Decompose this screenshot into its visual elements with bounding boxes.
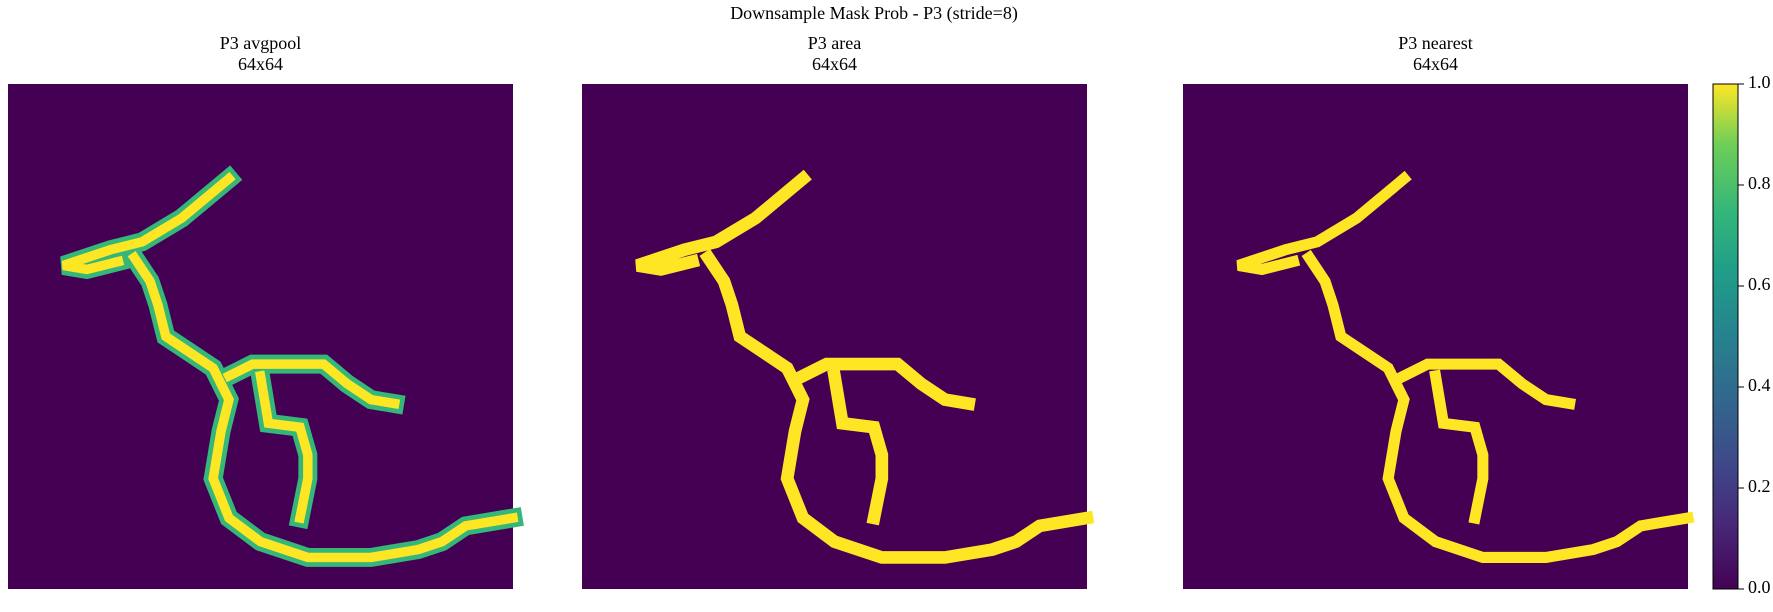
heatmap-background bbox=[1183, 84, 1688, 589]
colorbar-tick-label: 1.0 bbox=[1748, 72, 1771, 92]
figure-title: Downsample Mask Prob - P3 (stride=8) bbox=[730, 3, 1018, 24]
panel-title: P3 area bbox=[808, 33, 861, 53]
heatmap-background bbox=[8, 84, 513, 589]
panel-subtitle: 64x64 bbox=[1413, 54, 1458, 74]
colorbar bbox=[1712, 83, 1739, 590]
panel-subtitle: 64x64 bbox=[238, 54, 283, 74]
colorbar-tick-label: 0.4 bbox=[1748, 375, 1771, 395]
panel-subtitle: 64x64 bbox=[812, 54, 857, 74]
colorbar-tick-label: 0.2 bbox=[1748, 476, 1771, 496]
colorbar-tick-label: 0.0 bbox=[1748, 577, 1771, 597]
heatmap-background bbox=[582, 84, 1087, 589]
panel-title: P3 avgpool bbox=[220, 33, 302, 53]
panel-title: P3 nearest bbox=[1398, 33, 1472, 53]
colorbar-tick-label: 0.6 bbox=[1748, 274, 1771, 294]
colorbar-tick-label: 0.8 bbox=[1748, 173, 1771, 193]
